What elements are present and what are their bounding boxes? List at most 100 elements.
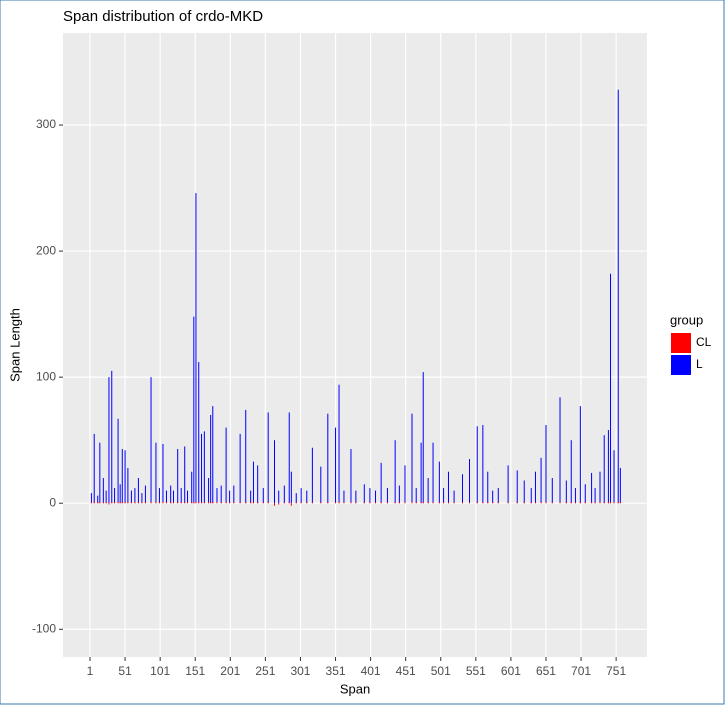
bar	[262, 488, 264, 504]
bar	[492, 490, 494, 504]
bar	[487, 501, 489, 504]
bar	[386, 501, 388, 504]
bar	[523, 480, 525, 504]
x-tick-label: 601	[501, 664, 521, 678]
bar	[90, 501, 92, 504]
bar	[447, 471, 449, 504]
bar	[141, 493, 143, 504]
bar	[229, 490, 231, 504]
bar	[540, 457, 542, 504]
bar	[363, 484, 365, 504]
bar	[523, 501, 525, 504]
bar	[534, 471, 536, 504]
y-tick-label: 100	[36, 369, 56, 383]
bar	[134, 488, 136, 504]
bar	[438, 501, 440, 504]
bar	[599, 471, 601, 504]
bar	[338, 384, 340, 504]
bar	[579, 501, 581, 504]
y-tick-label: 0	[49, 495, 56, 509]
bar	[476, 426, 478, 504]
legend-key	[671, 355, 691, 375]
bar	[469, 459, 471, 504]
bar	[203, 501, 205, 504]
bar	[591, 472, 593, 504]
bar	[288, 412, 290, 504]
bar	[155, 442, 157, 504]
bar	[127, 501, 129, 504]
bar	[613, 501, 615, 504]
x-tick-label: 151	[185, 664, 205, 678]
bar	[530, 488, 532, 504]
bar	[127, 467, 129, 504]
bar	[422, 372, 424, 504]
legend-label: CL	[696, 335, 712, 349]
bar	[165, 501, 167, 504]
bar	[380, 462, 382, 504]
bar	[99, 501, 101, 504]
bar	[584, 484, 586, 504]
bar	[267, 412, 269, 504]
bar	[150, 501, 152, 504]
bar	[607, 430, 609, 504]
bar	[184, 446, 186, 504]
bar	[290, 471, 292, 504]
bar	[114, 488, 116, 504]
y-tick-label: -100	[32, 621, 56, 635]
bar	[257, 501, 259, 504]
bar	[559, 501, 561, 504]
bar	[210, 414, 212, 504]
x-tick-label: 101	[150, 664, 170, 678]
bar	[158, 488, 160, 504]
bar	[245, 409, 247, 504]
bar	[93, 433, 95, 504]
bar	[162, 443, 164, 504]
bar	[398, 485, 400, 504]
bar	[432, 501, 434, 504]
bar	[411, 413, 413, 504]
bar	[130, 501, 132, 504]
bar	[225, 427, 227, 504]
bar	[229, 501, 231, 504]
bar	[619, 501, 621, 504]
bar	[375, 501, 377, 504]
bar	[216, 488, 218, 504]
bar	[482, 501, 484, 504]
bar	[438, 461, 440, 504]
panel	[63, 33, 647, 657]
x-tick-label: 551	[466, 664, 486, 678]
bar	[398, 501, 400, 504]
bar	[177, 501, 179, 504]
bar	[233, 501, 235, 504]
x-tick-label: 1	[87, 664, 94, 678]
bar	[453, 490, 455, 504]
bar	[420, 442, 422, 504]
bar	[617, 89, 619, 504]
bar	[158, 501, 160, 504]
bar	[453, 501, 455, 504]
bar	[350, 449, 352, 504]
bar	[170, 501, 172, 504]
bar	[591, 501, 593, 504]
bar	[220, 485, 222, 504]
bar	[306, 501, 308, 504]
bar	[198, 362, 200, 504]
bar	[201, 501, 203, 504]
bar	[369, 488, 371, 504]
bar	[121, 449, 123, 504]
y-axis-title: Span Length	[7, 308, 22, 382]
chart-title: Span distribution of crdo-MKD	[63, 8, 263, 25]
x-tick-label: 351	[326, 664, 346, 678]
bar	[607, 501, 609, 504]
bar	[559, 397, 561, 504]
bar	[245, 501, 247, 504]
bar	[137, 501, 139, 504]
bar	[594, 488, 596, 504]
bar	[492, 501, 494, 504]
bar	[150, 377, 152, 504]
bar	[462, 501, 464, 504]
bar	[482, 425, 484, 504]
bar	[300, 501, 302, 504]
legend-label: L	[696, 357, 703, 371]
